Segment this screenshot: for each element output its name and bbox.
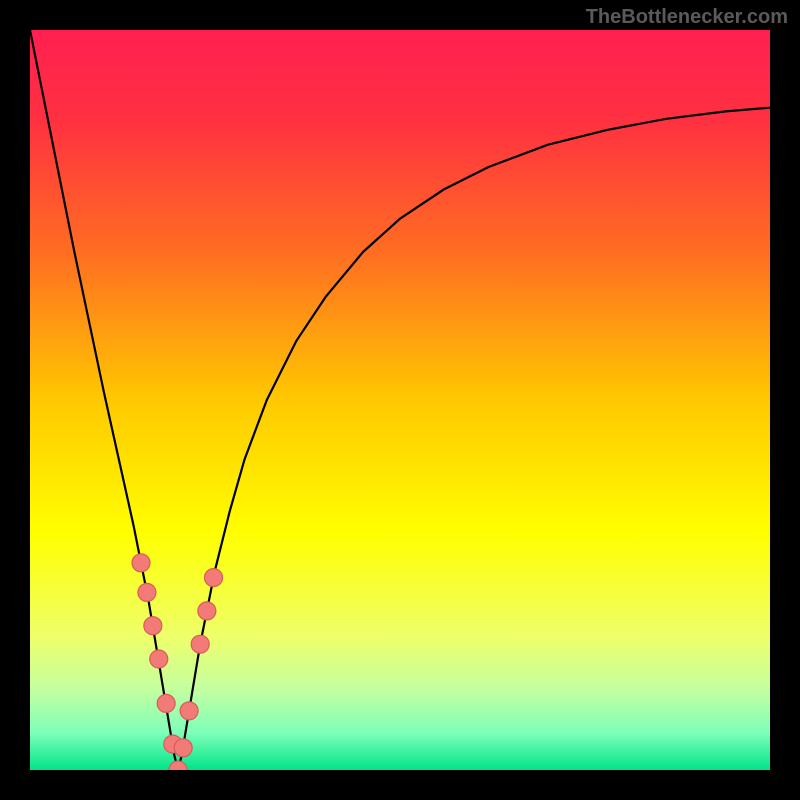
data-marker (150, 650, 168, 668)
data-marker (205, 569, 223, 587)
chart-svg (0, 0, 800, 800)
data-marker (138, 583, 156, 601)
chart-gradient-background (30, 30, 770, 770)
data-marker (144, 617, 162, 635)
data-marker (198, 602, 216, 620)
data-marker (174, 739, 192, 757)
data-marker (191, 635, 209, 653)
data-marker (180, 702, 198, 720)
data-marker (132, 554, 150, 572)
bottleneck-chart: TheBottlenecker.com (0, 0, 800, 800)
data-marker (157, 694, 175, 712)
watermark-text: TheBottlenecker.com (586, 6, 788, 29)
